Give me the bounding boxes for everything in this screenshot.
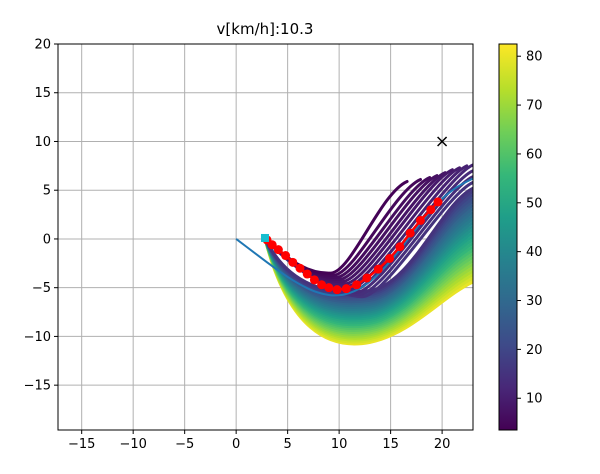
trajectory-point bbox=[273, 245, 283, 255]
y-tick-label: 5 bbox=[43, 184, 51, 199]
trajectory-point bbox=[385, 253, 395, 263]
plot-frame bbox=[57, 43, 474, 431]
trajectory-point bbox=[317, 280, 327, 290]
colorbar-tick-label: 60 bbox=[526, 147, 543, 162]
trajectory-point bbox=[302, 269, 312, 279]
colorbar bbox=[498, 43, 518, 431]
colorbar-tick-label: 40 bbox=[526, 245, 543, 260]
goal-marker bbox=[437, 136, 448, 147]
y-tick-label: 20 bbox=[34, 38, 51, 53]
y-tick-label: 10 bbox=[34, 135, 51, 150]
x-tick-label: 10 bbox=[331, 437, 348, 452]
x-tick-label: 5 bbox=[283, 437, 291, 452]
trajectory-point bbox=[415, 215, 425, 225]
y-axis: −15 −10 −5 0 5 10 15 20 bbox=[24, 38, 58, 394]
colorbar-tick-label: 30 bbox=[526, 294, 543, 309]
trajectory-point bbox=[324, 283, 334, 293]
trajectory-point bbox=[281, 251, 291, 261]
trajectory-point bbox=[426, 205, 436, 215]
trajectory-point bbox=[288, 257, 298, 267]
y-tick-label: 0 bbox=[43, 232, 51, 247]
x-tick-label: −5 bbox=[175, 437, 194, 452]
y-tick-label: 15 bbox=[34, 86, 51, 101]
trajectory-point bbox=[373, 264, 383, 274]
x-tick-label: 15 bbox=[382, 437, 399, 452]
trajectory-point bbox=[395, 242, 405, 252]
colorbar-tick-label: 20 bbox=[526, 343, 543, 358]
trajectory-point bbox=[309, 275, 319, 285]
trajectory-point bbox=[267, 240, 277, 250]
trajectory-point bbox=[295, 263, 305, 273]
x-tick-label: −10 bbox=[119, 437, 146, 452]
colorbar-tick-label: 80 bbox=[526, 50, 543, 65]
y-tick-label: −15 bbox=[24, 379, 51, 394]
marker-layer bbox=[260, 136, 448, 242]
colorbar-tick-label: 70 bbox=[526, 99, 543, 114]
colorbar-tick-label: 50 bbox=[526, 196, 543, 211]
trajectory-point bbox=[405, 228, 415, 238]
trajectory-layer bbox=[262, 197, 443, 295]
trajectory-point bbox=[352, 280, 362, 290]
x-tick-label: 0 bbox=[232, 437, 240, 452]
trajectory-point bbox=[362, 273, 372, 283]
x-axis: −15 −10 −5 0 5 10 15 20 bbox=[68, 430, 450, 452]
trajectory-point bbox=[332, 285, 342, 295]
y-tick-label: −5 bbox=[32, 281, 51, 296]
grid-lines bbox=[58, 43, 473, 430]
chart-title: v[km/h]:10.3 bbox=[217, 20, 314, 38]
start-marker bbox=[260, 233, 269, 242]
x-tick-label: −15 bbox=[68, 437, 95, 452]
colorbar-tick-label: 10 bbox=[526, 392, 543, 407]
cost-fan bbox=[263, 186, 473, 346]
x-tick-label: 20 bbox=[434, 437, 451, 452]
colorbar-axis: 10 20 30 40 50 60 70 80 bbox=[517, 50, 543, 407]
trajectory-point bbox=[433, 197, 443, 207]
y-tick-label: −10 bbox=[24, 330, 51, 345]
trajectory-point bbox=[341, 284, 351, 294]
